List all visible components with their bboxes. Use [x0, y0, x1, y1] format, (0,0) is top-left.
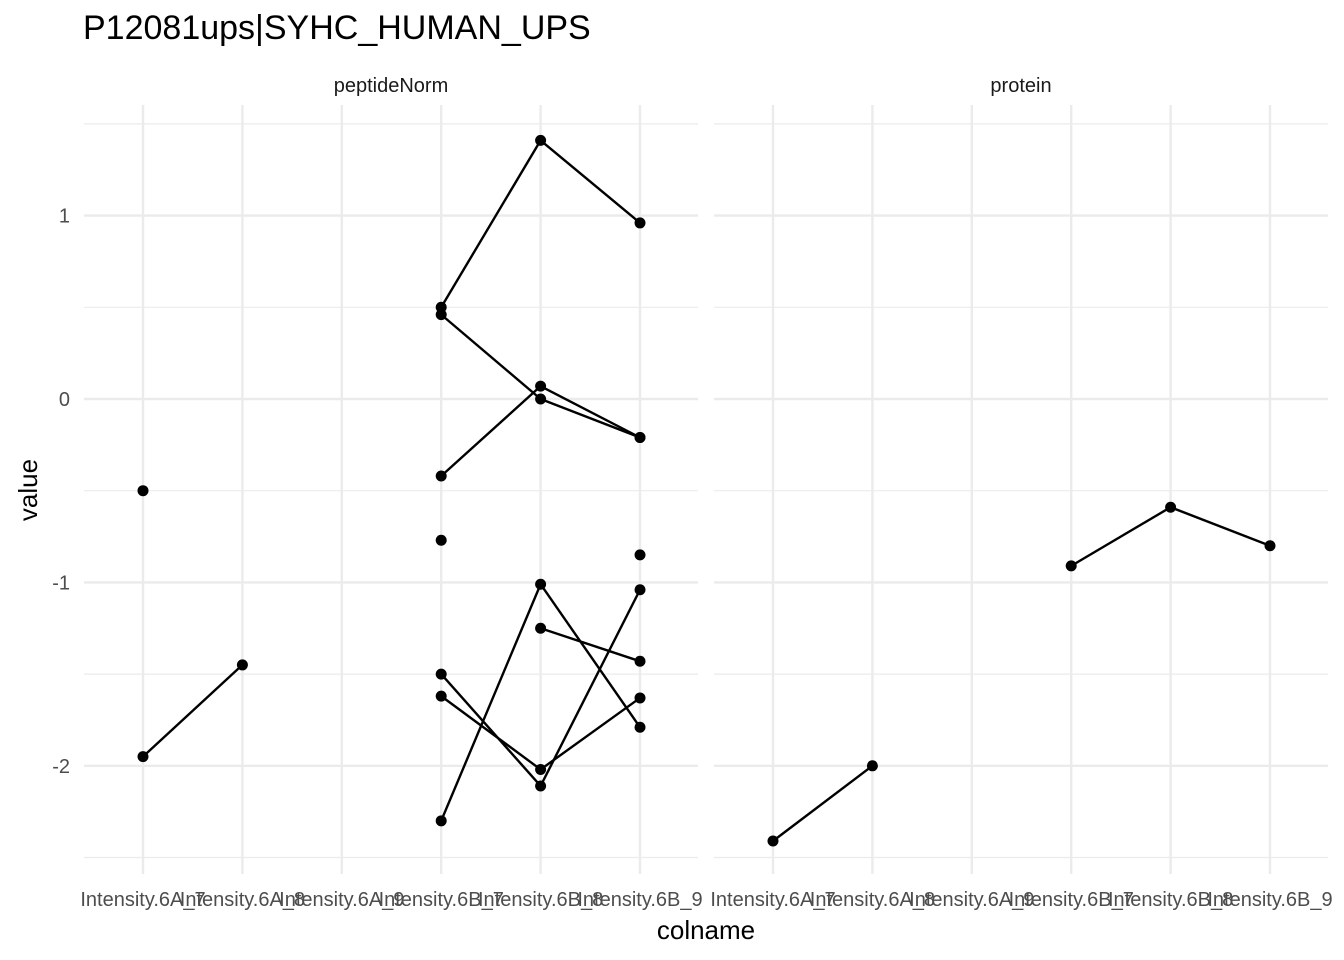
data-point: [767, 835, 779, 847]
data-point: [435, 668, 447, 680]
x-tick-label: Intensity.6A_7: [710, 889, 835, 911]
data-point: [435, 690, 447, 702]
series-line-segment: [440, 385, 542, 477]
series-line-segment: [539, 583, 641, 728]
series-line-segment: [539, 589, 642, 787]
data-point: [1264, 540, 1276, 552]
data-point: [535, 578, 547, 590]
data-point: [535, 763, 547, 775]
y-tick-label: 1: [59, 206, 70, 228]
x-tick-label: Intensity.6A_9: [909, 889, 1034, 911]
data-point: [634, 692, 646, 704]
x-tick-label: Intensity.6A_8: [810, 889, 935, 911]
series-line-segment: [772, 764, 874, 842]
data-point: [535, 134, 547, 146]
x-tick-label: Intensity.6B_9: [1207, 889, 1332, 911]
data-point: [634, 217, 646, 229]
data-point: [535, 780, 547, 792]
data-point: [137, 751, 149, 763]
series-line-segment: [1070, 506, 1172, 567]
y-tick-label: -2: [52, 756, 70, 778]
x-tick-label: Intensity.6B_7: [1009, 889, 1134, 911]
x-tick-label: Intensity.6A_9: [279, 889, 404, 911]
series-line-segment: [440, 139, 542, 308]
series-line-segment: [440, 583, 542, 822]
x-tick-label: Intensity.6A_8: [180, 889, 305, 911]
x-tick-label: Intensity.6B_8: [478, 889, 603, 911]
series-line-segment: [540, 385, 641, 439]
x-tick-label: Intensity.6A_7: [80, 889, 205, 911]
series-line-segment: [539, 696, 641, 771]
data-point: [435, 470, 447, 482]
x-tick-label: Intensity.6B_8: [1108, 889, 1233, 911]
x-tick-label: Intensity.6B_9: [577, 889, 702, 911]
facet-panel-peptideNorm: peptideNormIntensity.6A_7Intensity.6A_8I…: [80, 75, 702, 911]
data-point: [634, 549, 646, 561]
series-line-segment: [540, 627, 641, 663]
x-axis-title: colname: [657, 915, 755, 945]
data-point: [634, 655, 646, 667]
x-tick-label: Intensity.6B_7: [379, 889, 504, 911]
series-line-segment: [440, 313, 542, 400]
series-line-segment: [440, 673, 542, 787]
data-point: [535, 380, 547, 392]
chart-title: P12081ups|SYHC_HUMAN_UPS: [83, 9, 591, 47]
data-point: [1065, 560, 1077, 572]
y-axis-title: value: [13, 459, 43, 521]
facet-label: protein: [990, 75, 1051, 97]
series-line-segment: [540, 397, 641, 439]
data-point: [634, 584, 646, 596]
data-point: [634, 721, 646, 733]
data-point: [1165, 501, 1177, 513]
data-point: [435, 815, 447, 827]
series-line-segment: [539, 139, 641, 224]
data-point: [435, 534, 447, 546]
facet-label: peptideNorm: [334, 75, 449, 97]
series-line-segment: [1170, 506, 1271, 547]
data-point: [866, 760, 878, 772]
data-point: [236, 659, 248, 671]
y-tick-label: 0: [59, 389, 70, 411]
data-point: [435, 309, 447, 321]
data-point: [137, 485, 149, 497]
data-point: [535, 393, 547, 405]
y-tick-label: -1: [52, 572, 70, 594]
series-line-segment: [142, 664, 244, 758]
data-point: [634, 432, 646, 444]
data-point: [535, 622, 547, 634]
series-line-segment: [440, 695, 542, 771]
facet-panel-protein: proteinIntensity.6A_7Intensity.6A_8Inten…: [710, 75, 1332, 911]
